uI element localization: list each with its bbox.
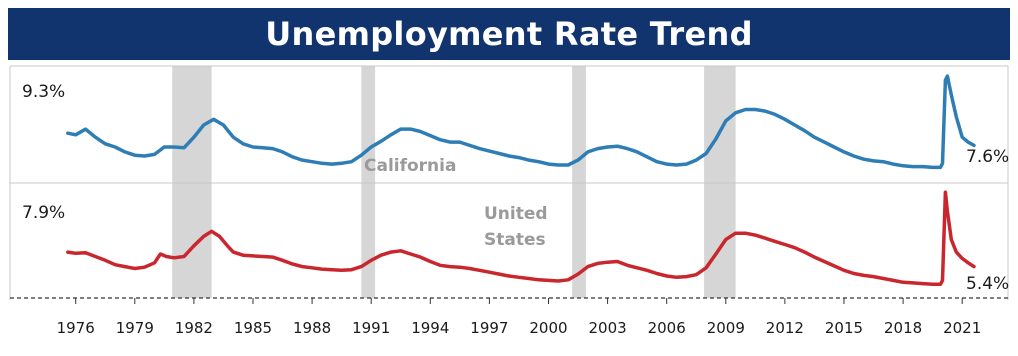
x-tick-label-1988: 1988 <box>293 319 331 337</box>
x-tick-label-2003: 2003 <box>588 319 626 337</box>
chart-title: Unemployment Rate Trend <box>265 15 753 53</box>
recession-band-2 <box>361 66 376 298</box>
us-max-label: 7.9% <box>22 203 65 223</box>
x-tick-label-1982: 1982 <box>175 319 213 337</box>
california-max-label: 9.3% <box>22 82 65 102</box>
chart-frame <box>9 65 1009 300</box>
x-tick-label-2006: 2006 <box>648 319 686 337</box>
x-tick-label-2009: 2009 <box>707 319 745 337</box>
california-series-line <box>66 74 976 170</box>
x-tick-label-1994: 1994 <box>411 319 449 337</box>
california-end-label: 7.6% <box>966 147 1009 167</box>
x-tick-label-1997: 1997 <box>470 319 508 337</box>
x-axis: 1976 1979 1982 1985 1988 1991 1994 1997 2000 2003… <box>57 298 981 337</box>
us-series-label-line2: States <box>484 230 546 250</box>
panel-labels: 9.3% 7.6% California 7.9% 5.4% United St… <box>22 82 1009 294</box>
recession-band-1 <box>172 66 212 298</box>
x-tick-label-2015: 2015 <box>825 319 863 337</box>
x-tick-label-2021: 2021 <box>943 319 981 337</box>
x-tick-label-1979: 1979 <box>116 319 154 337</box>
x-tick-label-1976: 1976 <box>57 319 95 337</box>
x-tick-label-2000: 2000 <box>529 319 567 337</box>
us-end-label: 5.4% <box>966 274 1009 294</box>
us-series-label-line1: United <box>484 204 548 224</box>
california-series-label: California <box>364 156 456 176</box>
recession-band-3 <box>572 66 586 298</box>
x-tick-label-1985: 1985 <box>234 319 272 337</box>
x-tick-label-2018: 2018 <box>884 319 922 337</box>
x-tick-label-1991: 1991 <box>352 319 390 337</box>
chart-title-bar: Unemployment Rate Trend <box>8 8 1010 60</box>
x-tick-label-2012: 2012 <box>766 319 804 337</box>
series-lines <box>66 74 976 286</box>
recession-band-4 <box>704 66 736 298</box>
recession-bands <box>172 66 736 298</box>
us-series-line <box>66 190 976 286</box>
